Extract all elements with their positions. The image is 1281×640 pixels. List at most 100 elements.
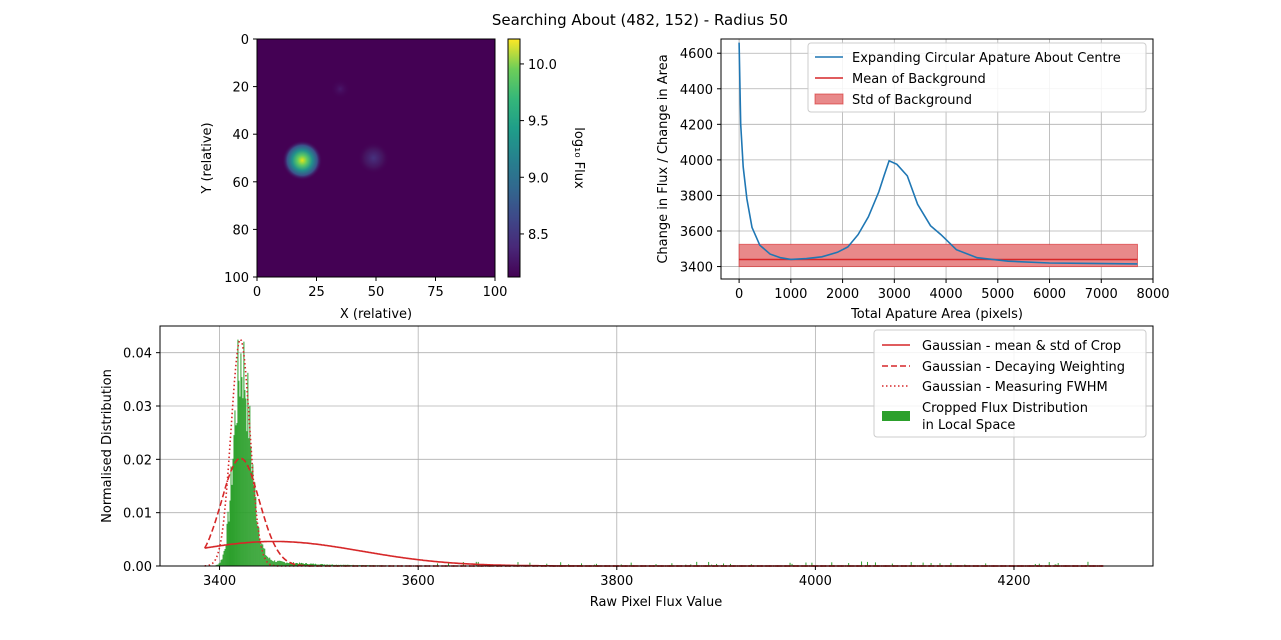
colorbar-tick-label: 9.5 [528,115,549,130]
heatmap-xtick-label: 50 [368,285,385,300]
hist-bar [265,555,266,566]
line-legend: Expanding Circular Apature About Centre … [808,43,1146,112]
line-xtick-label: 0 [735,287,743,302]
hist-bar [232,485,233,566]
line-ytick-label: 3600 [680,225,713,240]
legend-label-fwhm: Gaussian - Measuring FWHM [922,380,1108,395]
hist-bar [231,466,232,566]
hist-bar [275,562,276,566]
heatmap-xtick-label: 25 [308,285,325,300]
hist-ytick-label: 0.03 [123,400,152,415]
hist-bar [235,425,236,566]
hist-bar [244,390,245,566]
line-xtick-label: 2000 [826,287,859,302]
heatmap-source-1 [358,142,390,174]
hist-bar [246,431,247,566]
line-xtick-label: 1000 [774,287,807,302]
hist-xtick-label: 4200 [997,574,1030,589]
hist-bar [223,555,224,566]
hist-bar [220,563,221,566]
hist-xlabel: Raw Pixel Flux Value [590,595,723,610]
line-ylabel: Change in Flux / Change in Area [656,54,671,263]
heatmap-xtick-label: 100 [483,285,508,300]
line-xtick-label: 3000 [878,287,911,302]
hist-bar [234,410,235,566]
line-xtick-label: 5000 [981,287,1014,302]
hist-xtick-label: 3800 [600,574,633,589]
hist-bar [253,485,254,566]
line-ytick-label: 4600 [680,47,713,62]
hist-bar [264,549,265,566]
hist-bar [230,501,231,566]
legend-label-crop: Gaussian - mean & std of Crop [922,339,1121,354]
hist-bar [243,342,244,566]
hist-bar [226,545,227,566]
heatmap-ytick-label: 40 [232,128,249,143]
gauss-decaying-curve [205,458,1104,566]
hist-bar [240,353,241,566]
heatmap-ytick-label: 100 [224,271,249,286]
line-ytick-label: 4400 [680,83,713,98]
hist-legend: Gaussian - mean & std of Crop Gaussian -… [874,330,1146,437]
hist-bar [241,377,242,566]
legend-label-mean: Mean of Background [852,72,986,87]
heatmap-xtick-label: 0 [253,285,261,300]
hist-bar [224,551,225,566]
hist-bar [283,562,284,566]
hist-bar [245,399,246,566]
colorbar-label: log₁₀ Flux [571,127,586,189]
colorbar-tick-label: 10.0 [528,58,557,73]
legend-label-histogram-line: Cropped Flux Distribution [922,401,1088,416]
hist-bar [258,527,259,566]
hist-bar [238,381,239,566]
hist-ytick-label: 0.02 [123,453,152,468]
hist-xtick-label: 3400 [203,574,236,589]
line-ytick-label: 3800 [680,189,713,204]
hist-bar [239,397,240,566]
hist-bar [248,438,249,566]
hist-bar [279,561,280,566]
hist-bar [237,340,238,566]
hist-bar [232,459,233,566]
hist-ytick-label: 0.04 [123,347,152,362]
heatmap-xtick-label: 75 [427,285,444,300]
heatmap-xlabel: X (relative) [340,307,412,322]
hist-bar [247,373,248,566]
hist-ytick-label: 0.00 [123,560,152,575]
hist-xtick-label: 4000 [799,574,832,589]
legend-label-std: Std of Background [852,93,972,108]
hist-bar [250,446,251,566]
heatmap-source-0 [282,140,322,180]
hist-bar [233,435,234,566]
gauss-crop-curve [205,542,1104,567]
hist-bar [251,471,252,566]
heatmap-ylabel: Y (relative) [200,122,215,194]
legend-label-histogram-line: in Local Space [922,418,1015,433]
legend-label-decaying: Gaussian - Decaying Weighting [922,360,1125,375]
colorbar [508,39,520,277]
hist-bar [271,560,272,566]
colorbar-tick-label: 8.5 [528,228,549,243]
hist-bar [228,512,229,566]
figure-title: Searching About (482, 152) - Radius 50 [492,11,788,29]
heatmap-ytick-label: 0 [241,33,249,48]
line-xtick-label: 4000 [930,287,963,302]
heatmap-source-2 [330,79,350,99]
hist-bar [236,423,237,566]
legend-label-aperture: Expanding Circular Apature About Centre [852,51,1121,66]
line-xtick-label: 8000 [1136,287,1169,302]
hist-bar [263,548,264,566]
line-xlabel: Total Apature Area (pixels) [850,307,1023,322]
hist-ylabel: Normalised Distribution [100,369,115,523]
hist-ytick-label: 0.01 [123,507,152,522]
legend-swatch-histogram [882,411,910,421]
hist-bar [221,560,222,566]
colorbar-tick-label: 9.0 [528,171,549,186]
legend-swatch-std [815,94,843,104]
hist-bar [222,559,223,566]
hist-bar [242,398,243,566]
heatmap-ytick-label: 80 [232,223,249,238]
